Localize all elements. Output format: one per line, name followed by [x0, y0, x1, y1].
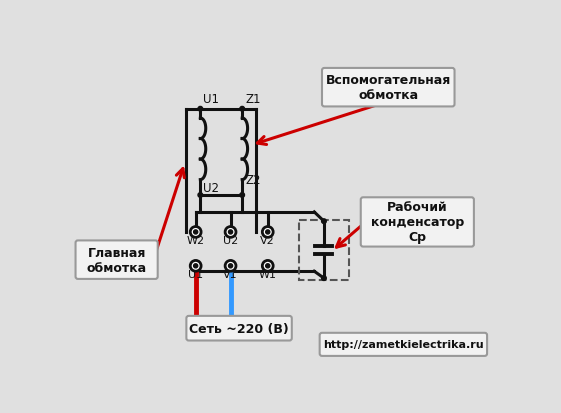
Text: Главная
обмотка: Главная обмотка: [86, 246, 146, 274]
Text: U1: U1: [188, 269, 203, 279]
Text: U1: U1: [204, 93, 219, 106]
Circle shape: [263, 261, 273, 272]
Circle shape: [190, 227, 201, 238]
FancyBboxPatch shape: [320, 333, 487, 356]
Text: W1: W1: [259, 269, 277, 279]
Circle shape: [198, 107, 203, 112]
Text: W2: W2: [187, 235, 205, 245]
Circle shape: [321, 219, 327, 224]
Circle shape: [240, 193, 245, 198]
Circle shape: [194, 230, 197, 235]
Text: Сеть ~220 (В): Сеть ~220 (В): [189, 322, 289, 335]
Text: U2: U2: [223, 235, 238, 245]
FancyBboxPatch shape: [361, 198, 474, 247]
Text: Вспомогательная
обмотка: Вспомогательная обмотка: [325, 74, 451, 102]
Circle shape: [240, 107, 245, 112]
Circle shape: [194, 264, 197, 268]
Circle shape: [228, 264, 233, 268]
Text: U2: U2: [204, 182, 219, 195]
Text: Z2: Z2: [245, 174, 261, 187]
Circle shape: [266, 230, 270, 235]
Circle shape: [225, 227, 236, 238]
FancyBboxPatch shape: [186, 316, 292, 341]
FancyBboxPatch shape: [322, 69, 454, 107]
Text: Z1: Z1: [245, 93, 261, 106]
Circle shape: [263, 227, 273, 238]
FancyBboxPatch shape: [76, 241, 158, 279]
Circle shape: [225, 261, 236, 272]
Circle shape: [228, 230, 233, 235]
Bar: [299, 220, 349, 280]
Circle shape: [266, 264, 270, 268]
Text: http://zametkielectrika.ru: http://zametkielectrika.ru: [323, 339, 484, 349]
Text: V2: V2: [260, 235, 275, 245]
Circle shape: [190, 261, 201, 272]
Text: Рабочий
конденсатор
Ср: Рабочий конденсатор Ср: [371, 201, 464, 244]
Text: V1: V1: [223, 269, 238, 279]
Circle shape: [321, 276, 327, 281]
Circle shape: [198, 193, 203, 198]
